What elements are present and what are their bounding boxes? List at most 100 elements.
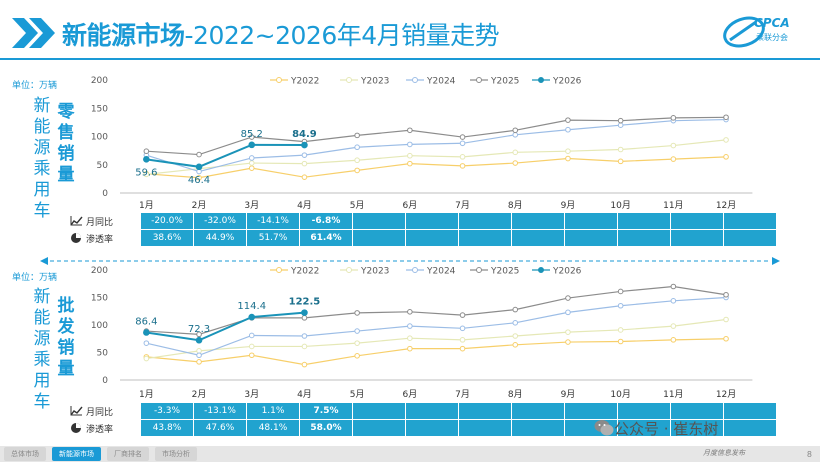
logo-subtext: 乘联分会 xyxy=(756,33,788,42)
retail-data-label: 84.9 xyxy=(292,129,317,140)
wholesale-point-Y2023 xyxy=(354,340,360,346)
retail-y-tick-label: 100 xyxy=(91,133,108,143)
retail-point-Y2023 xyxy=(723,137,729,143)
bottom-nav-bar xyxy=(0,446,820,462)
tab-manufacturer-ranking[interactable]: 厂商排名 xyxy=(107,447,149,461)
wholesale-point-Y2022 xyxy=(459,345,466,352)
retail-legend-marker xyxy=(276,77,282,83)
retail-x-tick-label: 10月 xyxy=(610,200,630,211)
tab-overall-market[interactable]: 总体市场 xyxy=(4,447,46,461)
wholesale-point-Y2022 xyxy=(723,335,729,342)
wholesale-point-Y2024 xyxy=(407,323,413,329)
wholesale-legend-marker xyxy=(346,267,352,273)
retail-point-Y2022 xyxy=(459,163,466,169)
unit-label-retail: 单位：万辆 xyxy=(12,81,58,91)
retail-point-Y2024 xyxy=(407,141,413,148)
trend-chart-icon xyxy=(70,215,83,225)
wholesale-y-tick-label: 0 xyxy=(102,376,108,386)
wholesale-point-Y2022 xyxy=(512,342,519,348)
wholesale-data-label: 114.4 xyxy=(237,301,266,312)
tab-market-analysis[interactable]: 市场分析 xyxy=(155,447,197,461)
wholesale-point-Y2024 xyxy=(354,328,360,334)
wholesale-pen-row: 渗透率 43.8% 47.6% 48.1% 58.0% xyxy=(66,419,777,437)
retail-point-Y2024 xyxy=(459,140,466,147)
cpca-logo-icon xyxy=(723,16,765,48)
retail-x-tick-label: 5月 xyxy=(350,200,365,211)
tab-nev-market[interactable]: 新能源市场 xyxy=(52,447,101,461)
retail-point-Y2023 xyxy=(617,146,624,153)
wholesale-legend-marker xyxy=(538,267,544,273)
wholesale-point-Y2025 xyxy=(407,309,413,315)
retail-point-Y2025 xyxy=(723,114,729,121)
wholesale-point-Y2022 xyxy=(670,337,677,343)
wholesale-point-Y2023 xyxy=(248,343,255,350)
wholesale-point-Y2022 xyxy=(248,352,255,359)
wholesale-point-Y2025 xyxy=(196,331,202,338)
wholesale-point-Y2025 xyxy=(459,312,466,318)
retail-legend-marker xyxy=(346,77,352,83)
vlabel-category-wholesale: 新能源乘用车 xyxy=(33,287,51,412)
retail-point-Y2022 xyxy=(565,155,571,162)
wholesale-pen-cell xyxy=(617,419,671,437)
wholesale-point-Y2022 xyxy=(617,338,624,345)
retail-pen-cell xyxy=(723,229,777,247)
retail-y-tick-label: 200 xyxy=(91,76,108,86)
footer-subtitle: 月度信息发布 xyxy=(703,449,745,457)
wholesale-point-Y2024 xyxy=(459,325,466,332)
retail-point-Y2023 xyxy=(670,142,677,149)
retail-point-Y2024 xyxy=(354,144,360,151)
retail-point-Y2023 xyxy=(565,148,571,154)
retail-pen-cell: 51.7% xyxy=(246,229,300,247)
wholesale-point-Y2022 xyxy=(196,359,202,365)
wholesale-mom-cell xyxy=(405,402,459,420)
wholesale-data-label: 72.3 xyxy=(188,324,210,335)
retail-data-label: 85.2 xyxy=(241,129,263,140)
wholesale-point-Y2024 xyxy=(617,302,624,309)
wholesale-point-Y2026 xyxy=(143,329,150,336)
wholesale-x-tick-label: 3月 xyxy=(244,389,259,400)
retail-x-tick-label: 9月 xyxy=(561,200,576,211)
retail-legend-label: Y2025 xyxy=(490,77,519,87)
wholesale-mom-cell xyxy=(352,402,406,420)
wholesale-x-tick-label: 1月 xyxy=(139,389,154,400)
retail-point-Y2026 xyxy=(143,156,150,163)
retail-point-Y2025 xyxy=(617,117,624,124)
wholesale-pen-cell xyxy=(458,419,512,437)
retail-mom-cell xyxy=(723,212,777,230)
retail-pen-row: 渗透率 38.6% 44.9% 51.7% 61.4% xyxy=(66,229,777,247)
retail-point-Y2025 xyxy=(407,127,413,134)
wholesale-point-Y2024 xyxy=(143,340,150,346)
retail-point-Y2024 xyxy=(248,155,255,161)
wholesale-point-Y2023 xyxy=(301,343,308,350)
wholesale-x-tick-label: 6月 xyxy=(402,389,417,400)
retail-data-label: 59.6 xyxy=(135,167,157,178)
wholesale-point-Y2024 xyxy=(196,352,202,359)
wholesale-mom-cell xyxy=(564,402,618,420)
wholesale-mom-cell xyxy=(458,402,512,420)
retail-point-Y2023 xyxy=(301,160,308,167)
retail-point-Y2024 xyxy=(565,126,571,133)
wholesale-mom-label: 月同比 xyxy=(86,407,114,418)
retail-legend-label: Y2022 xyxy=(290,77,319,87)
retail-mom-cell: -6.8% xyxy=(299,212,353,230)
header: 新能源市场-2022~2026年4月销量走势 CPCA 乘联分会 xyxy=(0,0,820,74)
vlabel-metric-wholesale: 批发销量 xyxy=(57,296,75,379)
wholesale-pen-cell xyxy=(723,419,777,437)
retail-pen-cell xyxy=(564,229,618,247)
wholesale-mom-cell xyxy=(723,402,777,420)
wholesale-point-Y2022 xyxy=(565,339,571,345)
retail-point-Y2025 xyxy=(354,132,360,139)
wholesale-series-line-Y2024 xyxy=(146,296,727,356)
pie-chart-icon xyxy=(71,422,81,433)
wholesale-point-Y2023 xyxy=(459,337,466,343)
retail-metrics-table: 月同比 -20.0% -32.0% -14.1% -6.8% 渗透率 38.6%… xyxy=(66,212,777,247)
wholesale-x-tick-label: 11月 xyxy=(663,389,683,400)
wholesale-point-Y2024 xyxy=(301,333,308,339)
wholesale-legend-label: Y2024 xyxy=(426,267,456,277)
retail-point-Y2022 xyxy=(407,160,413,167)
wholesale-mom-row: 月同比 -3.3% -13.1% 1.1% 7.5% xyxy=(66,402,777,420)
wholesale-y-tick-label: 200 xyxy=(91,266,108,276)
retail-legend-marker xyxy=(538,77,544,83)
wholesale-x-tick-label: 8月 xyxy=(508,389,523,400)
pie-chart-icon xyxy=(71,232,81,243)
